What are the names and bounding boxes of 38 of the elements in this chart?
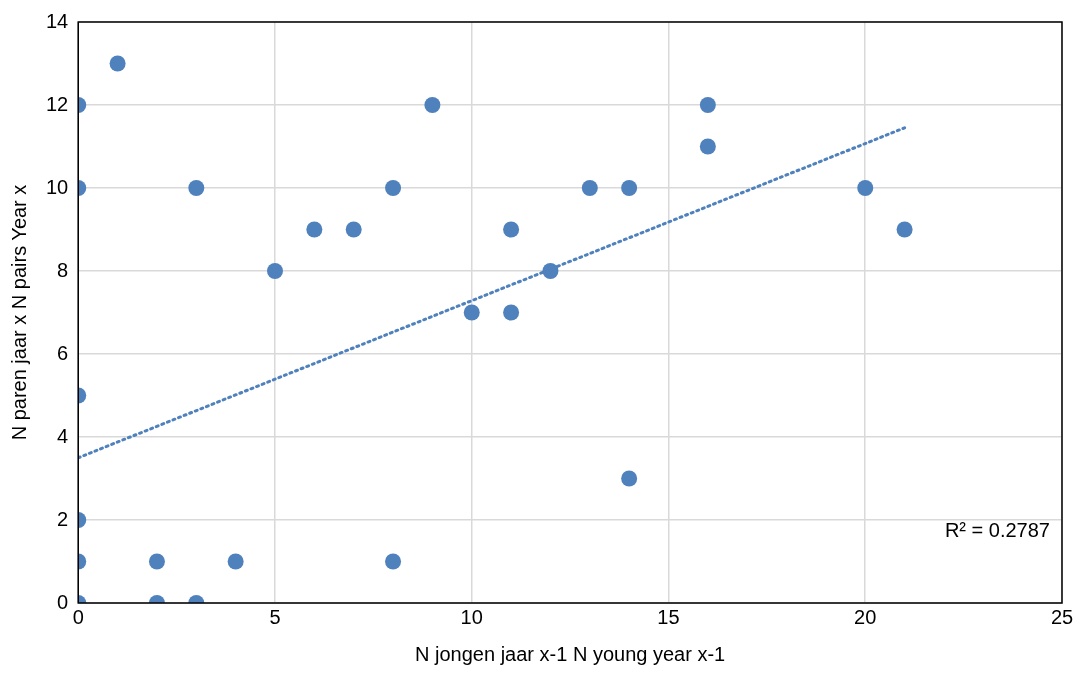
- y-tick-label: 10: [46, 175, 69, 198]
- point: [699, 138, 716, 155]
- x-tick-label: 5: [269, 605, 281, 628]
- x-tick-label: 10: [460, 605, 483, 628]
- point: [699, 97, 716, 113]
- point: [345, 221, 362, 238]
- point: [542, 263, 559, 279]
- y-tick-label: 2: [57, 507, 69, 530]
- x-tick-label: 0: [72, 605, 84, 628]
- point: [621, 470, 638, 487]
- x-axis-title: N jongen jaar x-1 N young year x-1: [415, 642, 726, 665]
- point: [621, 180, 638, 196]
- annotation: R² = 0.2787: [944, 518, 1050, 541]
- point: [188, 180, 205, 196]
- y-tick-label: 12: [46, 92, 69, 115]
- x-tick-label: 15: [657, 605, 680, 628]
- x-tick-label: 20: [854, 605, 877, 628]
- point: [148, 553, 165, 570]
- point: [857, 180, 874, 196]
- point: [385, 553, 402, 570]
- point: [424, 97, 441, 113]
- x-tick-label: 25: [1050, 605, 1074, 628]
- point: [385, 180, 402, 196]
- y-tick-label: 8: [57, 258, 69, 281]
- point: [581, 180, 598, 196]
- point: [503, 304, 520, 321]
- point: [227, 553, 244, 570]
- point: [503, 221, 520, 238]
- point: [109, 55, 126, 72]
- y-tick-label: 0: [57, 590, 69, 613]
- y-axis-title: N paren jaar x N pairs Year x: [7, 184, 30, 441]
- y-tick-label: 6: [57, 341, 69, 364]
- point: [463, 304, 480, 321]
- y-tick-label: 4: [57, 424, 69, 447]
- point: [896, 221, 913, 238]
- y-tick-label: 14: [46, 9, 69, 32]
- point: [267, 263, 283, 279]
- point: [306, 221, 323, 238]
